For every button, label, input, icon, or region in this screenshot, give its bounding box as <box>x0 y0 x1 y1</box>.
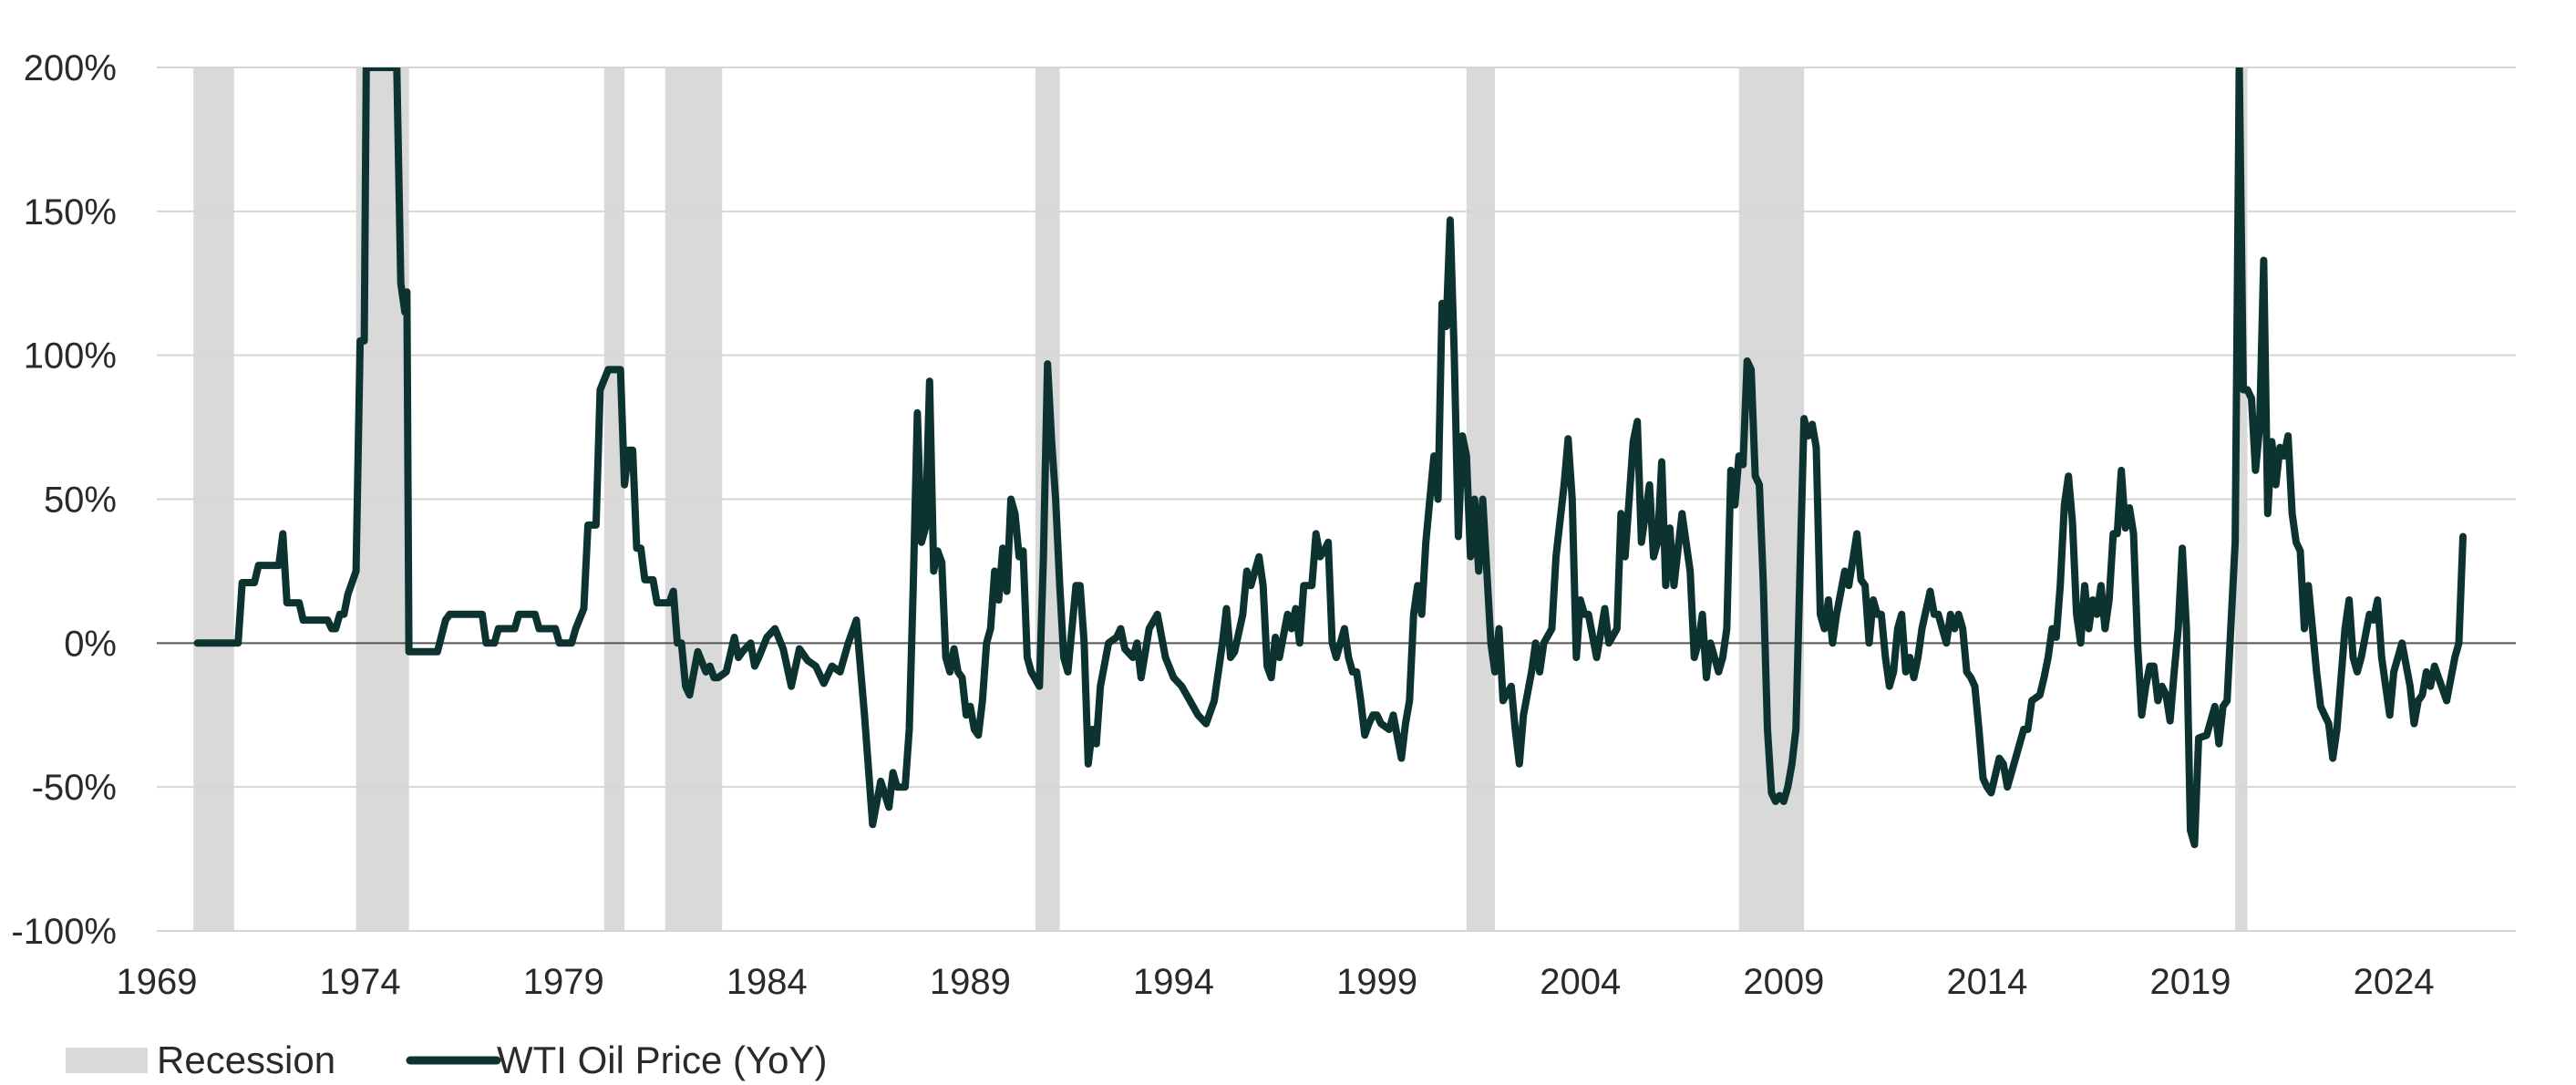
y-tick-label-0: -100% <box>11 912 117 952</box>
x-tick-label-3: 1984 <box>726 962 808 1002</box>
series-line-wti <box>193 67 2467 849</box>
x-tick-label-0: 1969 <box>117 962 198 1002</box>
y-tick-label-2: 0% <box>64 624 117 664</box>
legend-recession-label: Recession <box>157 1038 335 1081</box>
x-tick-label-11: 2024 <box>2354 962 2435 1002</box>
x-tick-label-5: 1994 <box>1133 962 1214 1002</box>
y-tick-label-3: 50% <box>44 480 117 521</box>
legend-recession-swatch <box>66 1048 148 1073</box>
y-tick-label-4: 100% <box>24 336 117 377</box>
y-tick-label-5: 150% <box>24 192 117 232</box>
x-tick-label-8: 2009 <box>1743 962 1824 1002</box>
y-tick-label-1: -50% <box>32 768 117 808</box>
x-tick-label-10: 2019 <box>2150 962 2231 1002</box>
x-axis-ticks: 1969 1974 1979 1984 1989 1994 1999 2004 2009 2014… <box>117 962 2435 1002</box>
y-axis-ticks: -100% -50% 0% 50% 100% 150% 200% <box>11 48 117 952</box>
gridlines <box>157 67 2516 932</box>
x-tick-label-1: 1974 <box>320 962 401 1002</box>
legend: Recession WTI Oil Price (YoY) <box>66 1038 828 1081</box>
x-tick-label-7: 2004 <box>1540 962 1621 1002</box>
y-tick-label-6: 200% <box>24 48 117 88</box>
x-tick-label-9: 2014 <box>1946 962 2027 1002</box>
x-tick-label-4: 1989 <box>930 962 1011 1002</box>
x-tick-label-6: 1999 <box>1336 962 1417 1002</box>
x-tick-label-2: 1979 <box>523 962 604 1002</box>
series-lines <box>193 67 2467 849</box>
legend-wti-label: WTI Oil Price (YoY) <box>497 1038 828 1081</box>
